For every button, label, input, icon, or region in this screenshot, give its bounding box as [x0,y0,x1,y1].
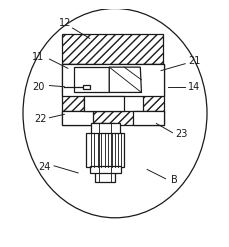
Bar [89,166,120,173]
Polygon shape [109,67,141,92]
Text: 12: 12 [59,19,71,28]
Bar [86,133,124,167]
Text: 24: 24 [38,162,51,172]
Text: 20: 20 [32,82,44,92]
Bar [62,34,163,64]
Bar [73,67,109,92]
Bar [83,85,90,88]
Text: 23: 23 [175,129,187,139]
Bar [62,64,84,113]
Bar [95,124,114,182]
Bar [142,64,164,113]
Bar [62,64,164,96]
Text: 14: 14 [187,82,200,92]
Text: 22: 22 [34,114,46,124]
Text: 11: 11 [32,52,44,62]
Text: 21: 21 [187,56,200,66]
Bar [62,111,164,125]
Text: B: B [171,175,177,185]
Bar [62,111,93,125]
Bar [90,124,119,134]
Ellipse shape [23,8,206,218]
Bar [84,96,124,111]
Bar [133,111,164,125]
